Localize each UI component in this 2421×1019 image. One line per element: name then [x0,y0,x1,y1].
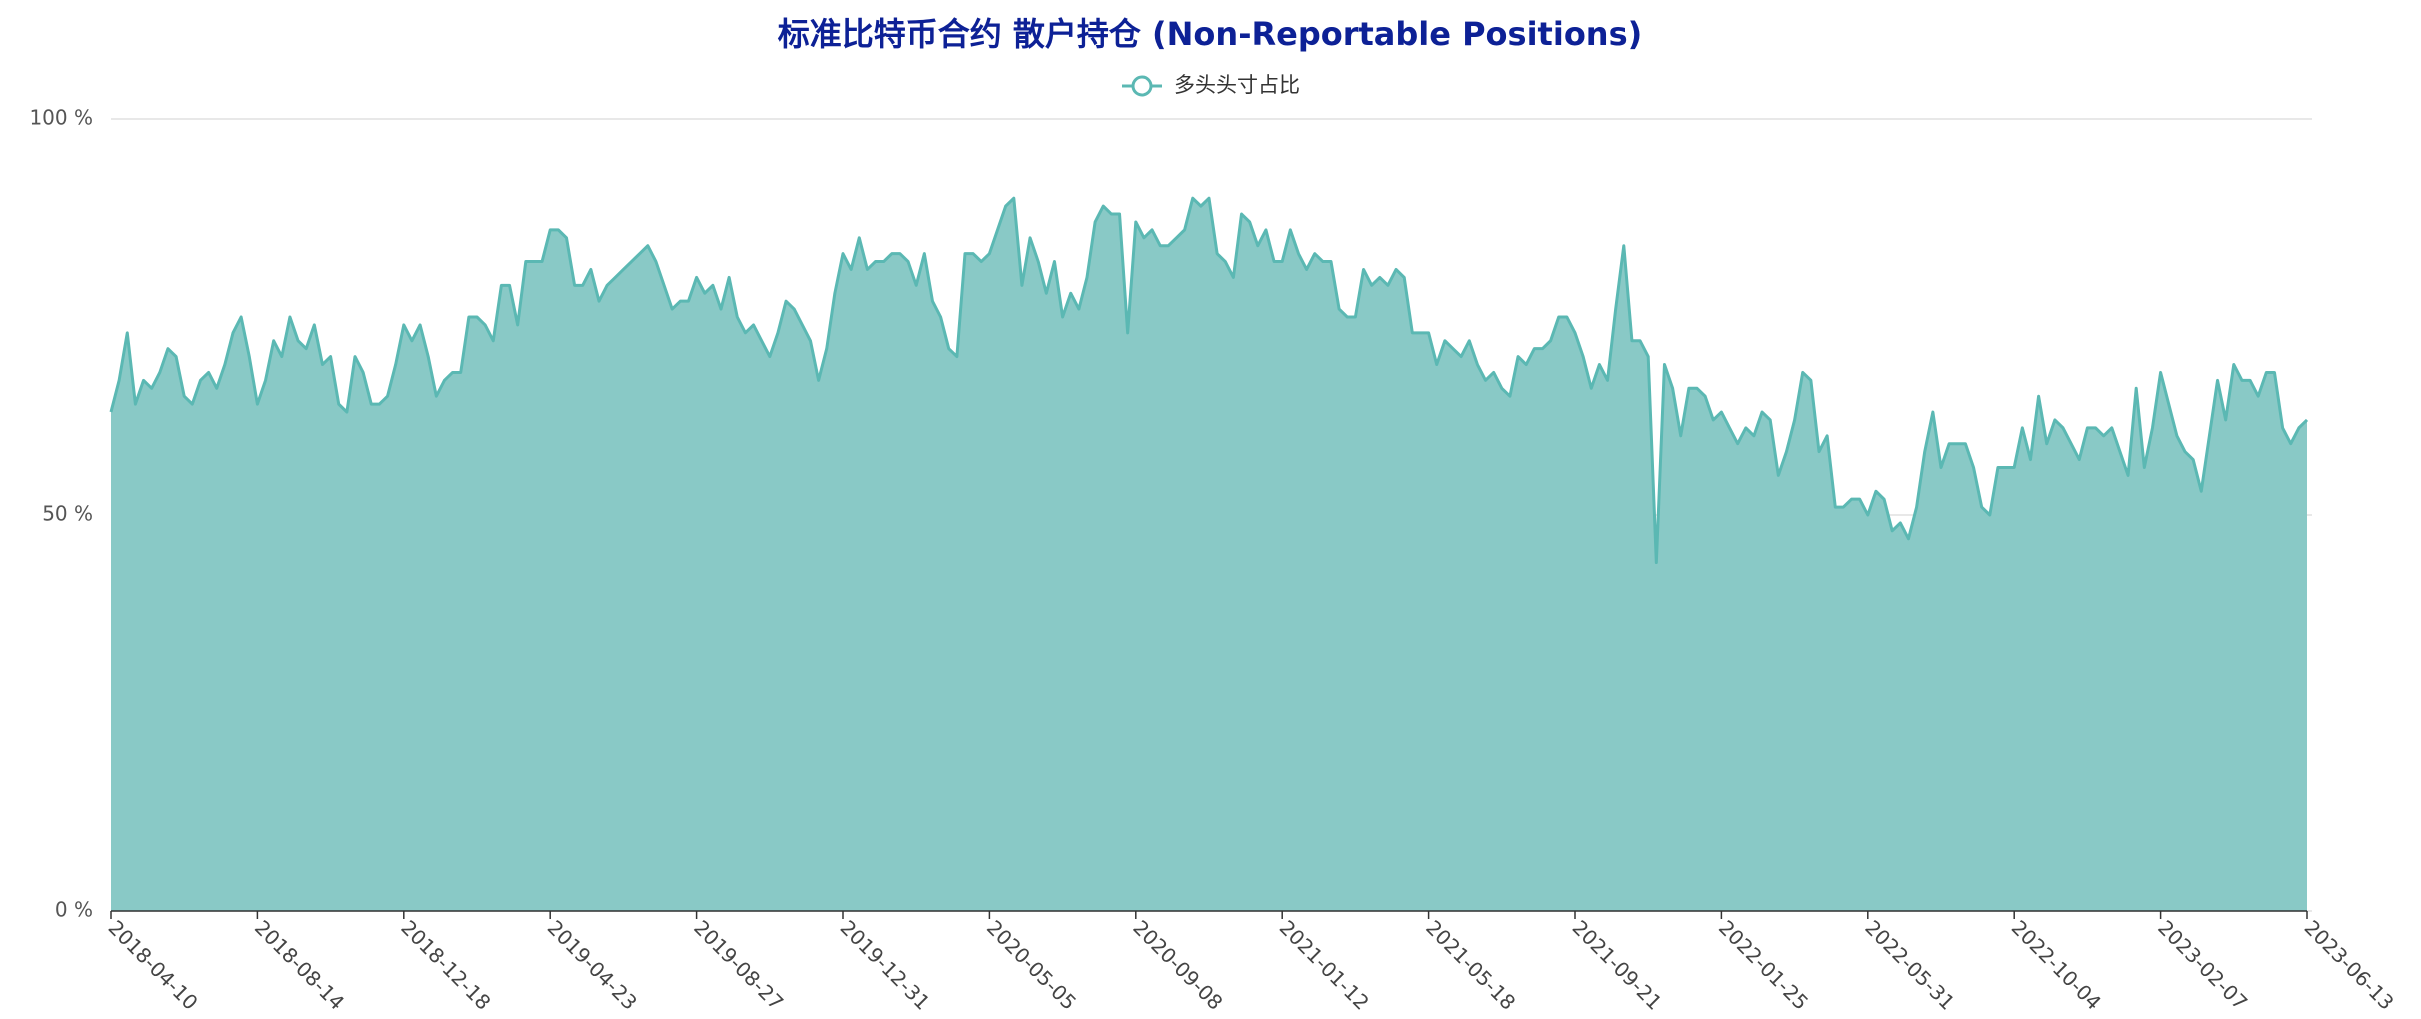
x-tick-label: 2019-08-27 [689,915,788,1014]
legend[interactable]: 多头头寸占比 [1122,73,1300,97]
x-tick-label: 2018-04-10 [104,915,203,1014]
x-tick-label: 2021-01-12 [1275,915,1374,1014]
x-tick-label: 2021-09-21 [1568,915,1667,1014]
x-tick-label: 2023-06-13 [2300,915,2399,1014]
y-tick-label: 50 % [42,502,93,526]
x-tick-label: 2020-05-05 [982,915,1081,1014]
area [111,198,2307,911]
x-tick-label: 2020-09-08 [1128,915,1227,1014]
x-tick-label: 2018-08-14 [250,915,349,1014]
x-tick-label: 2018-12-18 [396,915,495,1014]
x-tick-label: 2022-10-04 [2007,915,2106,1014]
x-tick-label: 2019-04-23 [543,915,642,1014]
legend-marker [1131,75,1153,97]
x-tick-label: 2019-12-31 [836,915,935,1014]
legend-label: 多头头寸占比 [1174,73,1300,97]
y-tick-label: 0 % [55,898,93,922]
line [109,196,2309,565]
x-tick-label: 2023-02-07 [2153,915,2252,1014]
x-tick-label: 2022-05-31 [1860,915,1959,1014]
x-tick-label: 2021-05-18 [1421,915,1520,1014]
chart-title: 标准比特币合约 散户持仓 (Non-Reportable Positions) [778,15,1643,53]
x-tick-label: 2022-01-25 [1714,915,1813,1014]
y-tick-label: 100 % [29,106,93,130]
